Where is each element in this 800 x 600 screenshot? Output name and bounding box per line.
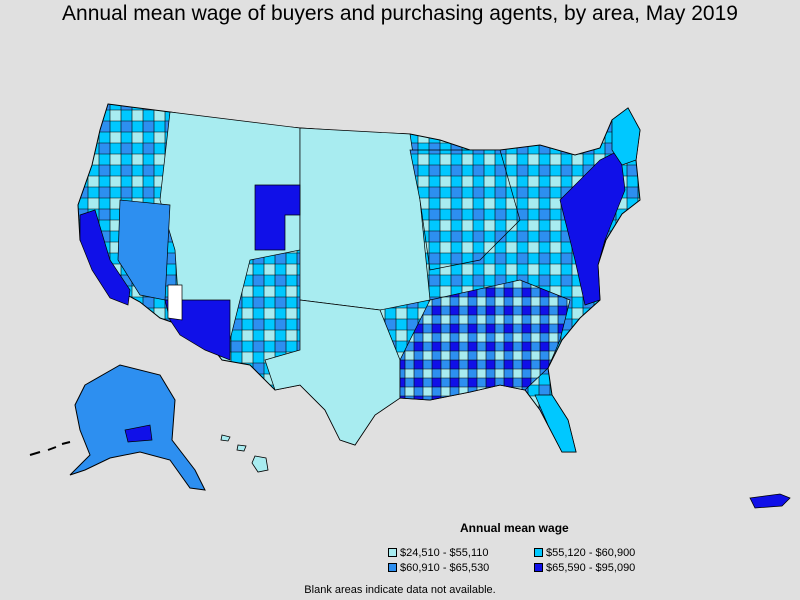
legend-item-2: $55,120 - $60,900: [534, 546, 674, 559]
legend-label-1: $24,510 - $55,110: [400, 546, 489, 559]
legend-item-1: $24,510 - $55,110: [388, 546, 534, 559]
legend-item-3: $60,910 - $65,530: [388, 561, 534, 574]
wyoming-colorado-high: [254, 184, 301, 251]
legend-title: Annual mean wage: [460, 521, 569, 535]
great-plains-region: [299, 127, 431, 311]
no-data-area: [167, 284, 183, 321]
midwest-region: [409, 149, 521, 271]
legend-swatch-1: [388, 548, 397, 557]
legend-swatch-2: [534, 548, 543, 557]
southeast-region: [399, 279, 571, 401]
northeast-corridor: [559, 149, 626, 306]
hawaii-islands: [220, 434, 269, 473]
aleutian-islands: [29, 441, 71, 456]
legend-item-4: $65,590 - $95,090: [534, 561, 674, 574]
legend-label-2: $55,120 - $60,900: [546, 546, 636, 559]
puerto-rico: [749, 493, 791, 509]
legend-label-4: $65,590 - $95,090: [546, 561, 636, 574]
footnote: Blank areas indicate data not available.: [304, 584, 496, 596]
legend-swatch-4: [534, 563, 543, 572]
nevada-region: [117, 199, 171, 301]
florida-peninsula: [534, 394, 577, 453]
map-title: Annual mean wage of buyers and purchasin…: [62, 2, 738, 25]
legend: $24,510 - $55,110 $55,120 - $60,900 $60,…: [388, 546, 674, 574]
alaska-high-area: [124, 424, 153, 443]
california-coast: [79, 209, 131, 306]
legend-label-3: $60,910 - $65,530: [400, 561, 490, 574]
legend-swatch-3: [388, 563, 397, 572]
maine-region: [611, 107, 641, 166]
